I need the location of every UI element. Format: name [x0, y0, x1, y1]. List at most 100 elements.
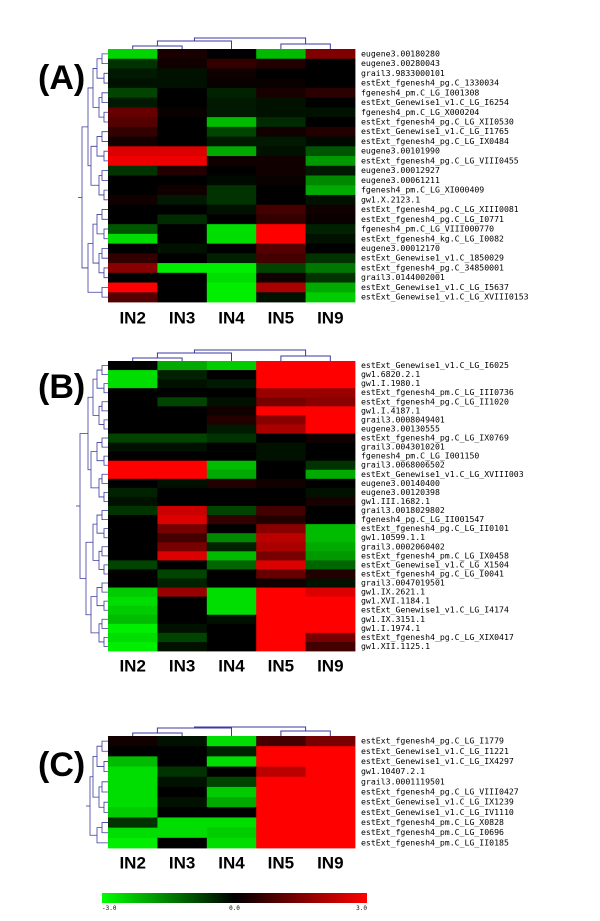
heatmap-cell	[108, 756, 158, 767]
column-label: IN4	[218, 853, 245, 872]
heatmap-cell	[108, 233, 158, 245]
heatmap-cell	[206, 49, 257, 60]
heatmap-cell	[206, 406, 257, 416]
dendrogram-branch	[101, 248, 108, 259]
heatmap-cell	[157, 78, 208, 89]
heatmap-cell	[108, 243, 158, 254]
heatmap-cell	[206, 424, 257, 434]
heatmap-cell	[305, 415, 356, 425]
heatmap-cell	[157, 551, 208, 561]
dendrogram-branch	[92, 68, 99, 108]
heatmap-cell	[305, 560, 356, 570]
heatmap-cell	[305, 641, 356, 652]
heatmap-cell	[108, 487, 158, 498]
row-label: grail3.0068006502	[361, 460, 445, 470]
heatmap-cell	[256, 204, 306, 215]
dendrogram-branch	[103, 150, 108, 162]
heatmap-cell	[157, 542, 208, 552]
heatmap-cell	[206, 253, 257, 264]
row-label: eugene3.00120398	[361, 487, 440, 497]
heatmap-cell	[256, 551, 306, 561]
heatmap-cell	[305, 175, 356, 186]
row-label: gw1.X.2123.1	[361, 194, 420, 204]
heatmap-cell	[256, 442, 306, 453]
dendrogram-branch	[101, 546, 108, 557]
heatmap-cell	[305, 542, 356, 552]
row-label: fgenesh4_pm.C_LG_I001308	[361, 87, 479, 97]
heatmap-cell	[256, 406, 306, 416]
dendrogram-branch	[103, 189, 108, 201]
row-label: gw1.XII.1125.1	[361, 641, 430, 651]
heatmap-cell	[305, 272, 356, 283]
heatmap-cell	[157, 506, 208, 516]
dendrogram-branch	[92, 378, 99, 416]
dendrogram-branch	[101, 401, 108, 412]
heatmap-cell	[157, 478, 208, 489]
heatmap-cell	[157, 487, 208, 498]
row-label: grail3.9833000101	[361, 68, 445, 78]
heatmap-cell	[305, 185, 356, 196]
heatmap-cell	[157, 569, 208, 579]
heatmap-cell	[206, 58, 257, 69]
dendrogram-branch	[96, 514, 104, 534]
heatmap-cell	[305, 533, 356, 543]
heatmap-cell	[157, 126, 208, 137]
heatmap-cell	[157, 156, 208, 167]
heatmap-cell	[256, 165, 306, 176]
heatmap-cell	[108, 605, 158, 616]
row-label: eugene3.00140400	[361, 478, 440, 488]
heatmap-cell	[305, 58, 356, 69]
dendrogram-branch	[87, 396, 93, 471]
heatmap-cell	[256, 397, 306, 407]
heatmap-cell	[108, 786, 158, 798]
heatmap-cell	[108, 117, 158, 128]
heatmap-cell	[157, 97, 208, 108]
row-label: estExt_fgenesh4_pg.C_LG_II1020	[361, 396, 509, 406]
heatmap-cell	[256, 578, 306, 588]
heatmap-cell	[206, 469, 257, 480]
heatmap-cell	[206, 807, 257, 818]
heatmap-cell	[256, 736, 306, 747]
dendrogram-branch	[79, 433, 88, 579]
heatmap-cell	[108, 837, 158, 849]
heatmap-cell	[305, 433, 356, 443]
heatmap-cell	[157, 388, 208, 398]
heatmap-cell	[305, 837, 356, 849]
heatmap-cell	[108, 388, 158, 398]
column-dendrogram	[132, 726, 331, 736]
heatmap-cell	[157, 107, 208, 118]
dendrogram-branch	[87, 243, 102, 293]
heatmap-cell	[157, 282, 208, 293]
heatmap-cell	[157, 587, 208, 598]
heatmap-cell	[206, 533, 257, 543]
heatmap-cell	[305, 807, 356, 818]
heatmap-cell	[157, 146, 208, 157]
heatmap-cell	[157, 415, 208, 425]
heatmap-cell	[108, 596, 158, 607]
dendrogram-branch	[280, 730, 331, 736]
heatmap-cell	[108, 433, 158, 443]
heatmap-cell	[108, 107, 158, 118]
heatmap-cell	[108, 263, 158, 274]
heatmap-cell	[305, 361, 356, 371]
heatmap-cell	[206, 827, 257, 839]
row-label: estExt_Genewise1_v1.C_LG_XVIII003	[361, 469, 524, 479]
heatmap-cell	[206, 146, 257, 157]
row-label: eugene3.00130555	[361, 423, 440, 433]
heatmap-cell	[256, 415, 306, 425]
dendrogram-branch	[103, 637, 108, 647]
dendrogram-branch	[103, 72, 108, 84]
heatmap-cell	[206, 397, 257, 407]
dendrogram-branch	[132, 732, 183, 736]
heatmap-cell	[305, 587, 356, 598]
heatmap-cell	[108, 214, 158, 225]
heatmap-cell	[108, 185, 158, 196]
heatmap-cell	[108, 406, 158, 416]
heatmap-cell	[256, 433, 306, 443]
heatmap-cell	[157, 292, 208, 303]
heatmap-cell	[108, 156, 158, 167]
row-label: grail3.0002060402	[361, 541, 445, 551]
heatmap-cell	[206, 487, 257, 498]
heatmap-cell	[305, 243, 356, 254]
row-label: estExt_fgenesh4_pg.C_LG_I0041	[361, 568, 504, 578]
